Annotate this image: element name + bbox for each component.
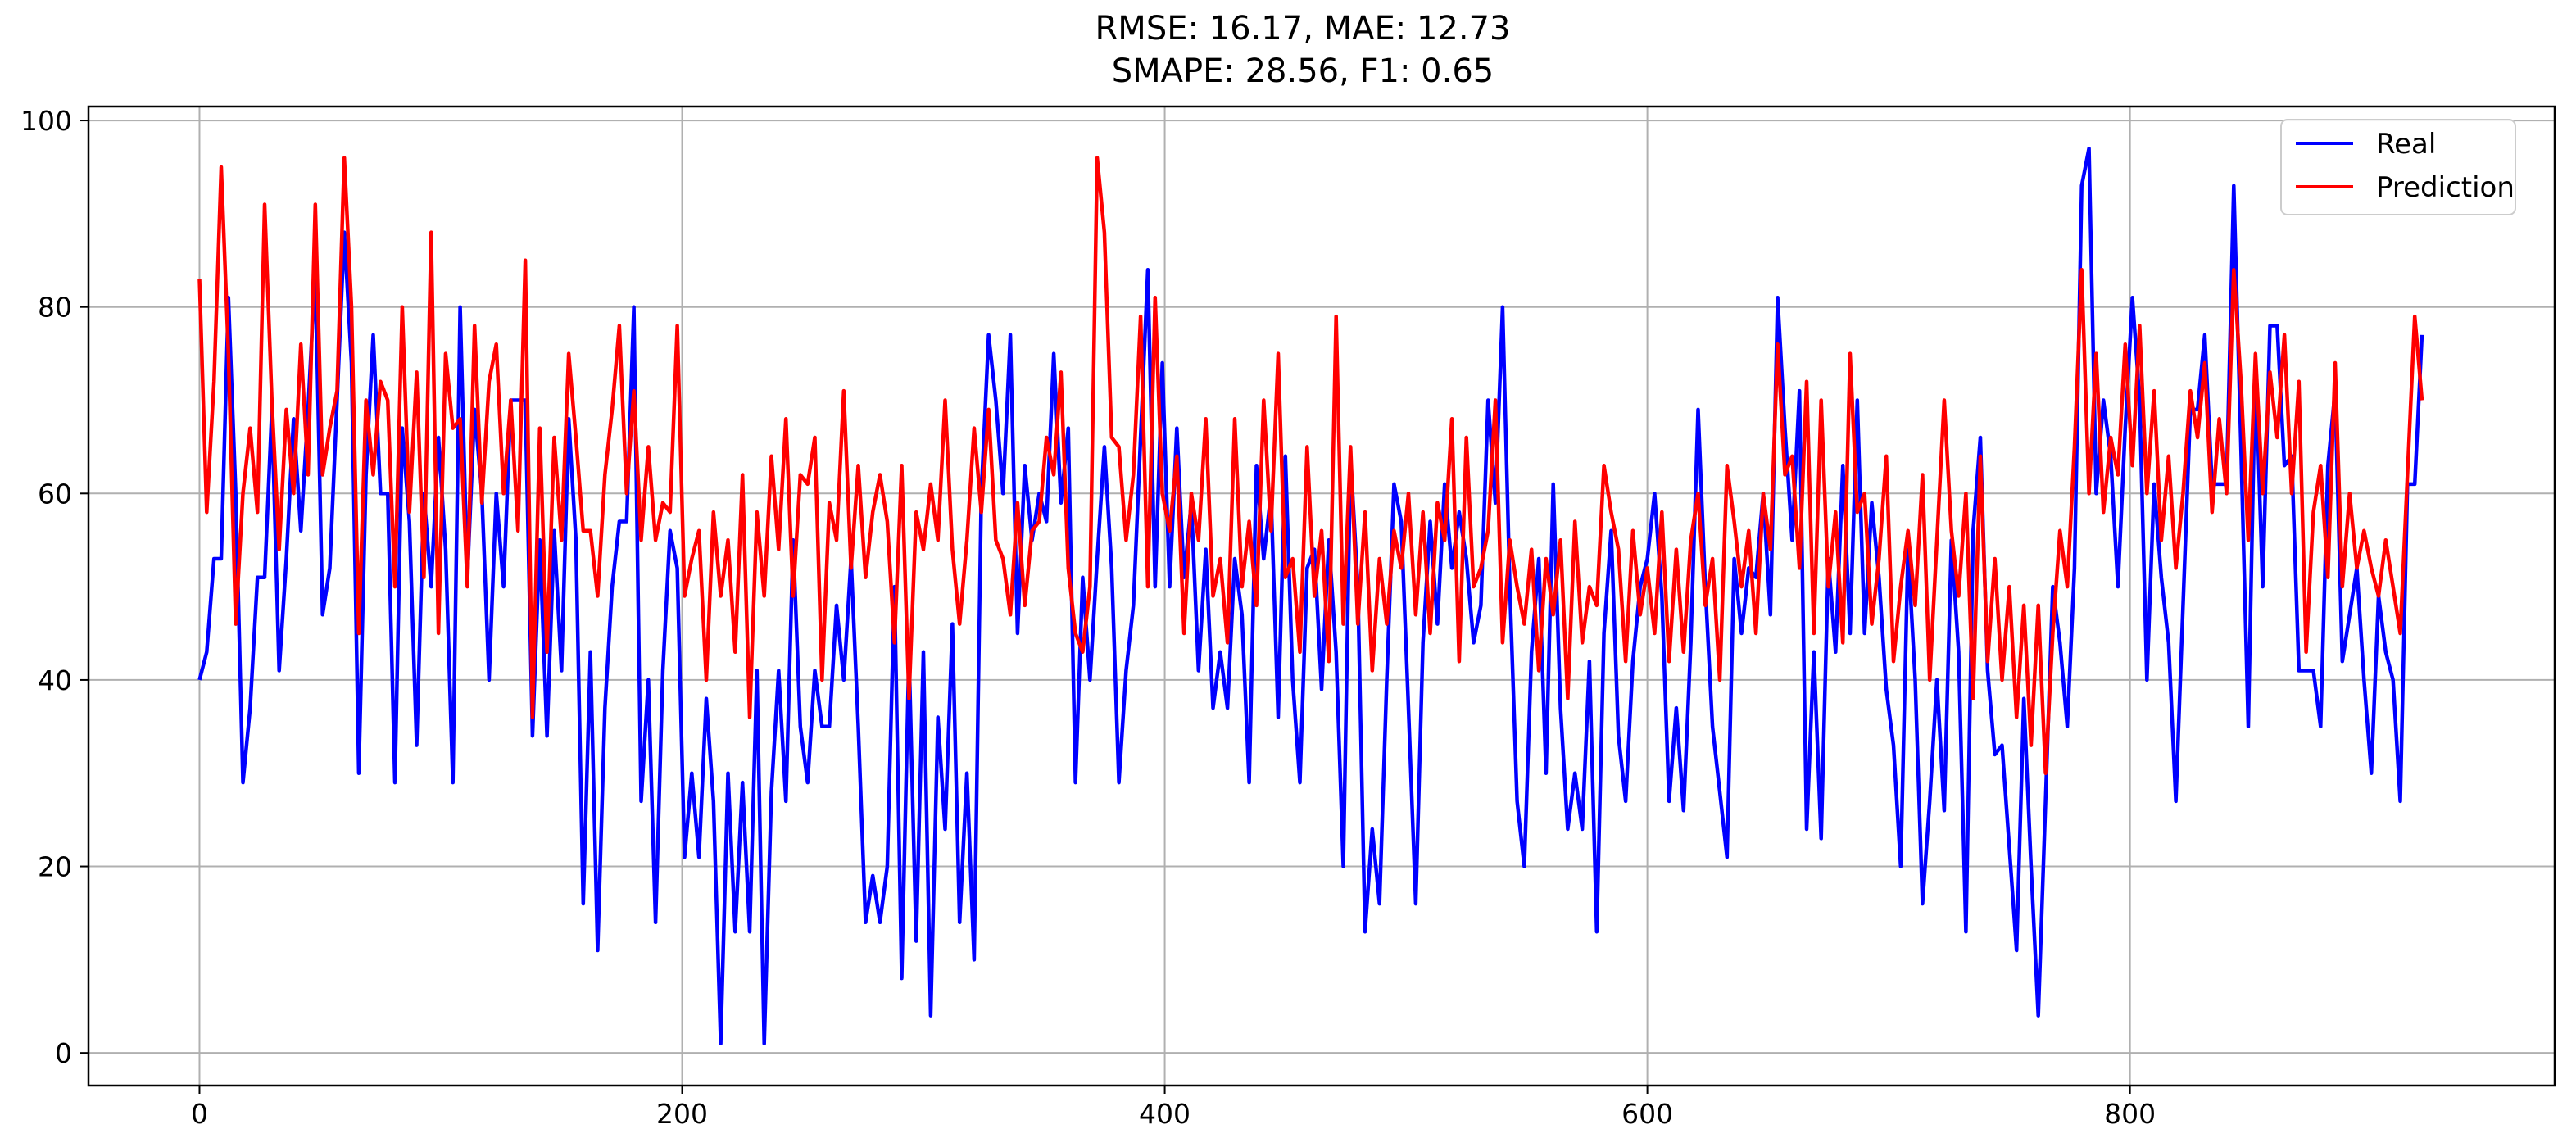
x-tick-label: 200 xyxy=(656,1098,708,1130)
y-tick-label: 40 xyxy=(38,664,72,696)
x-tick-label: 400 xyxy=(1139,1098,1190,1130)
chart-title-line-2: SMAPE: 28.56, F1: 0.65 xyxy=(1112,52,1494,90)
y-tick-label: 0 xyxy=(55,1037,72,1069)
plot-frame xyxy=(87,105,2556,1087)
x-tick-label: 800 xyxy=(2104,1098,2156,1130)
series-line-prediction xyxy=(197,156,2424,775)
legend-label-prediction: Prediction xyxy=(2376,171,2515,204)
y-tick-label: 80 xyxy=(38,292,72,324)
axis-ticks: 0 200 400 600 800 0 20 40 60 80 100 xyxy=(20,105,2156,1130)
x-tick-label: 0 xyxy=(191,1098,208,1130)
x-tick-label: 600 xyxy=(1621,1098,1673,1130)
y-tick-label: 100 xyxy=(20,105,72,137)
series-line-real xyxy=(197,146,2424,1046)
y-tick-label: 20 xyxy=(38,851,72,883)
plot-series xyxy=(197,146,2424,1046)
y-tick-label: 60 xyxy=(38,478,72,510)
chart-title-line-1: RMSE: 16.17, MAE: 12.73 xyxy=(1095,10,1511,48)
legend: Real Prediction xyxy=(2280,119,2516,215)
legend-label-real: Real xyxy=(2376,128,2436,161)
